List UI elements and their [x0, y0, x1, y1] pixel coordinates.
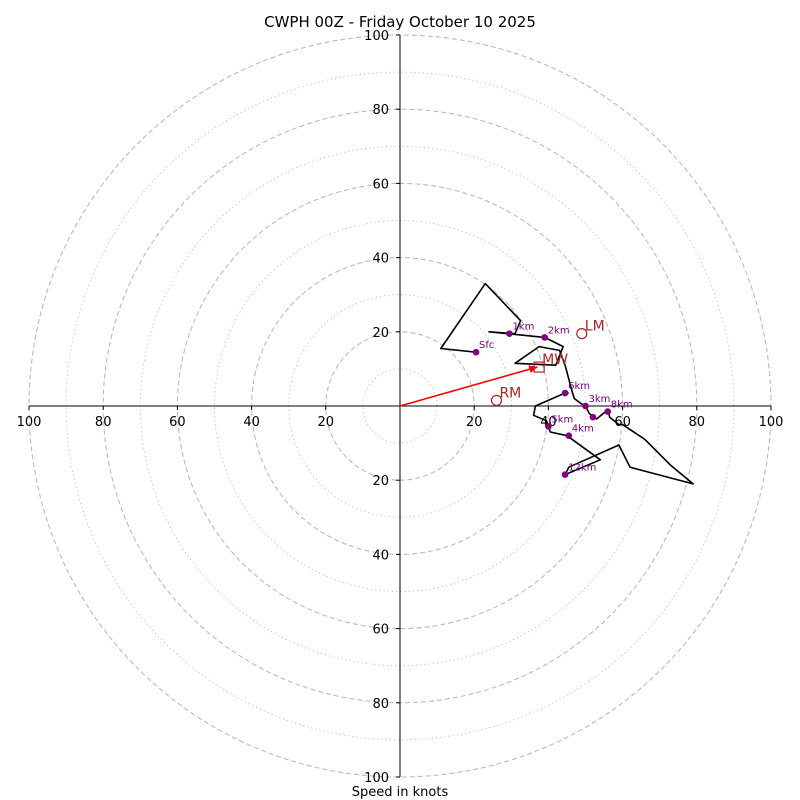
height-marker-dot [541, 334, 548, 341]
x-tick-label: 20 [466, 415, 483, 430]
storm-label-mw: MW [542, 352, 568, 368]
storm-motion-markers: RM LM MW [490, 319, 605, 407]
height-marker-dot [604, 408, 612, 415]
x-tick-label: 100 [17, 415, 42, 430]
height-marker-dot [561, 471, 569, 478]
mean-wind-arrowhead [528, 365, 538, 374]
x-tick-label: 60 [169, 415, 186, 430]
height-marker-label: 3km [589, 394, 611, 405]
height-marker-label: 12km [568, 463, 596, 474]
height-marker-label: 2km [548, 325, 570, 336]
height-marker-label: 6km [568, 381, 590, 392]
height-marker-dot [565, 432, 573, 439]
storm-marker-rm [490, 394, 503, 407]
height-marker-dot [561, 389, 569, 397]
y-tick-label: 40 [372, 548, 389, 563]
x-tick-label: 60 [614, 415, 631, 430]
height-marker-dot [506, 330, 513, 337]
chart-title: CWPH 00Z - Friday October 10 2025 [264, 13, 536, 31]
y-tick-label: 20 [372, 474, 389, 489]
x-axis-label: Speed in knots [352, 785, 449, 800]
height-marker-dot [545, 423, 552, 430]
y-tick-label: 60 [372, 177, 389, 192]
storm-marker-lm [576, 328, 588, 340]
y-tick-label: 20 [372, 326, 389, 341]
height-marker-label: 8km [611, 400, 633, 411]
y-tick-label: 100 [364, 771, 389, 786]
height-marker-label: 1km [512, 322, 534, 333]
x-tick-label: 80 [689, 415, 706, 430]
y-tick-label: 60 [372, 623, 389, 638]
x-tick-label: 20 [318, 415, 335, 430]
storm-label-lm: LM [585, 319, 605, 335]
x-tick-label: 40 [540, 415, 557, 430]
mean-wind-vector-layer [399, 365, 538, 407]
x-tick-label: 80 [95, 415, 112, 430]
y-tick-label: 80 [372, 697, 389, 712]
x-tick-label: 100 [759, 415, 784, 430]
storm-label-rm: RM [499, 385, 521, 401]
tick-labels: 100 80 60 40 20 20 40 60 80 100 100 80 60 40 20 20 40 60 8… [17, 29, 784, 786]
x-tick-label: 40 [243, 415, 260, 430]
height-marker-label: Sfc [479, 340, 494, 351]
height-marker-dot [582, 402, 589, 410]
height-marker-dot [472, 348, 480, 356]
height-marker-label: 5km [551, 414, 573, 425]
height-marker-dot [589, 413, 597, 421]
mean-wind-vector [399, 366, 538, 407]
y-tick-label: 100 [364, 29, 389, 44]
y-tick-label: 40 [372, 252, 389, 267]
height-marker-label: 4km [572, 424, 594, 435]
storm-marker-mw [533, 361, 545, 373]
y-tick-label: 80 [372, 103, 389, 118]
